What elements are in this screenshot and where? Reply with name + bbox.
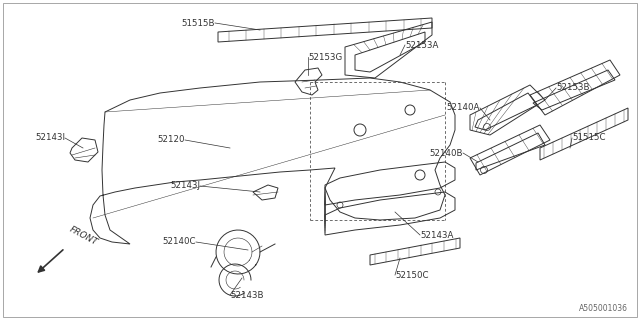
Text: 52143J: 52143J bbox=[170, 181, 200, 190]
Text: 52140C: 52140C bbox=[163, 237, 196, 246]
Text: 52150C: 52150C bbox=[395, 270, 429, 279]
Text: 52153G: 52153G bbox=[308, 52, 342, 61]
Text: 51515B: 51515B bbox=[182, 19, 215, 28]
Text: 52140B: 52140B bbox=[429, 148, 463, 157]
Text: FRONT: FRONT bbox=[68, 225, 99, 247]
Text: 52140A: 52140A bbox=[447, 103, 480, 113]
Text: 52143B: 52143B bbox=[230, 291, 264, 300]
Text: 52120: 52120 bbox=[157, 135, 185, 145]
Text: 52153B: 52153B bbox=[556, 84, 589, 92]
Text: 52143I: 52143I bbox=[35, 133, 65, 142]
Text: 52143A: 52143A bbox=[420, 230, 453, 239]
Text: 51515C: 51515C bbox=[572, 133, 605, 142]
Text: A505001036: A505001036 bbox=[579, 304, 628, 313]
Text: 52153A: 52153A bbox=[405, 41, 438, 50]
